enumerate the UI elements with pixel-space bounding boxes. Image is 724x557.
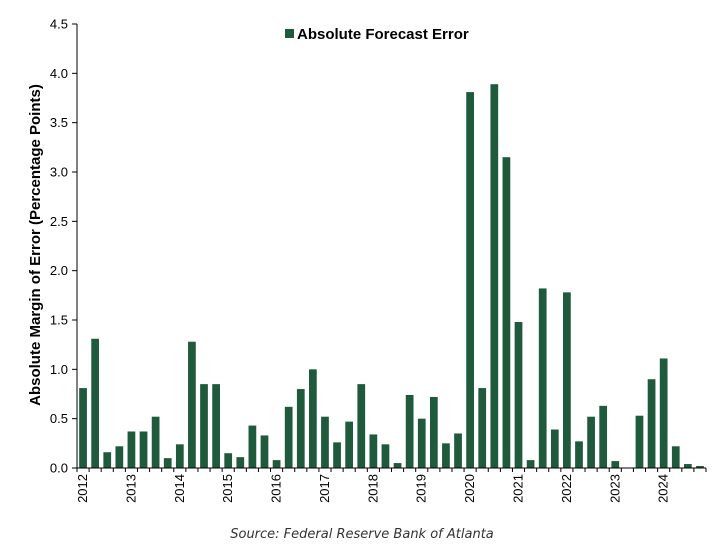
y-tick-label: 4.5 xyxy=(50,17,68,32)
y-tick-label: 3.0 xyxy=(50,165,68,180)
bar xyxy=(224,453,233,468)
x-tick-label: 2019 xyxy=(414,474,429,503)
bar xyxy=(175,444,184,468)
bar xyxy=(635,415,644,468)
bar xyxy=(417,418,426,468)
bar xyxy=(260,435,269,468)
bar xyxy=(405,394,414,468)
legend-swatch xyxy=(285,29,294,38)
y-tick-label: 1.0 xyxy=(50,362,68,377)
bar xyxy=(127,431,136,468)
bar xyxy=(91,338,100,468)
y-tick-label: 2.0 xyxy=(50,263,68,278)
bar xyxy=(381,444,390,468)
bar xyxy=(212,384,220,468)
bar xyxy=(296,389,305,468)
bar xyxy=(200,384,208,468)
bar xyxy=(163,458,172,468)
bar xyxy=(587,416,595,468)
bar xyxy=(369,434,378,468)
bars-group xyxy=(79,84,704,468)
bar xyxy=(284,406,293,468)
bar xyxy=(115,446,124,468)
bar xyxy=(466,92,474,468)
bar xyxy=(333,442,341,468)
x-tick-label: 2016 xyxy=(269,474,284,503)
x-ticks-group: 2012 2013 2014 2015 2016 2017 2018 2019 2020 2021… xyxy=(75,468,707,503)
x-tick-label: 2023 xyxy=(607,474,622,503)
bar xyxy=(526,460,535,468)
y-axis-title: Absolute Margin of Error (Percentage Poi… xyxy=(27,84,44,406)
bar xyxy=(103,452,112,468)
legend: Absolute Forecast Error xyxy=(285,26,469,43)
x-tick-label: 2012 xyxy=(75,474,90,503)
bar xyxy=(538,288,547,468)
bar xyxy=(321,416,329,468)
bar xyxy=(478,388,487,468)
bar xyxy=(671,446,680,468)
bar xyxy=(151,416,160,468)
chart-svg: 0.00.51.01.52.02.53.03.54.04.5 2012 2013 2… xyxy=(27,17,707,503)
x-tick-label: 2017 xyxy=(317,474,332,503)
bar xyxy=(502,157,511,468)
bar xyxy=(79,388,87,468)
x-tick-label: 2018 xyxy=(365,474,380,503)
y-tick-label: 4.0 xyxy=(50,66,68,81)
bar xyxy=(599,405,608,468)
bar xyxy=(248,425,257,468)
source-note: Source: Federal Reserve Bank of Atlanta xyxy=(230,527,494,542)
bar xyxy=(647,379,656,468)
y-tick-label: 2.5 xyxy=(50,214,68,229)
bar xyxy=(188,341,196,468)
bar xyxy=(575,441,583,468)
x-tick-label: 2013 xyxy=(123,474,138,503)
axes-group xyxy=(76,24,706,469)
bar xyxy=(490,84,499,468)
x-tick-label: 2014 xyxy=(172,474,187,503)
bar xyxy=(659,358,668,468)
bar xyxy=(272,460,281,468)
bar xyxy=(309,369,317,468)
y-ticks-group: 0.0 0.5 1.0 1.5 2.0 2.5 3.0 3.5 4.0 4.5 xyxy=(50,17,77,476)
bar xyxy=(696,466,704,468)
x-tick-label: 2020 xyxy=(462,474,477,503)
bar xyxy=(357,384,366,468)
bar xyxy=(514,321,523,468)
y-tick-label: 1.5 xyxy=(50,313,68,328)
bar xyxy=(345,421,354,468)
bar xyxy=(429,396,438,468)
bar xyxy=(550,429,559,468)
y-tick-label: 0.0 xyxy=(50,461,68,476)
bar xyxy=(563,292,571,468)
x-tick-label: 2022 xyxy=(559,474,574,503)
bar xyxy=(454,433,462,468)
bar xyxy=(611,461,620,468)
bar xyxy=(683,464,692,468)
x-tick-label: 2024 xyxy=(656,474,671,503)
chart: 0.0 0.5 1.0 1.5 2.0 2.5 3.0 3.5 4.0 4.5 2012 2013 2… xyxy=(27,17,707,503)
bar xyxy=(139,431,148,468)
x-tick-label: 2015 xyxy=(220,474,235,503)
x-tick-label: 2021 xyxy=(511,474,526,503)
bar xyxy=(442,443,450,468)
bar xyxy=(393,463,402,468)
y-tick-label: 0.5 xyxy=(50,411,68,426)
bar xyxy=(236,457,245,468)
y-tick-label: 3.5 xyxy=(50,115,68,130)
legend-label: Absolute Forecast Error xyxy=(297,26,469,43)
